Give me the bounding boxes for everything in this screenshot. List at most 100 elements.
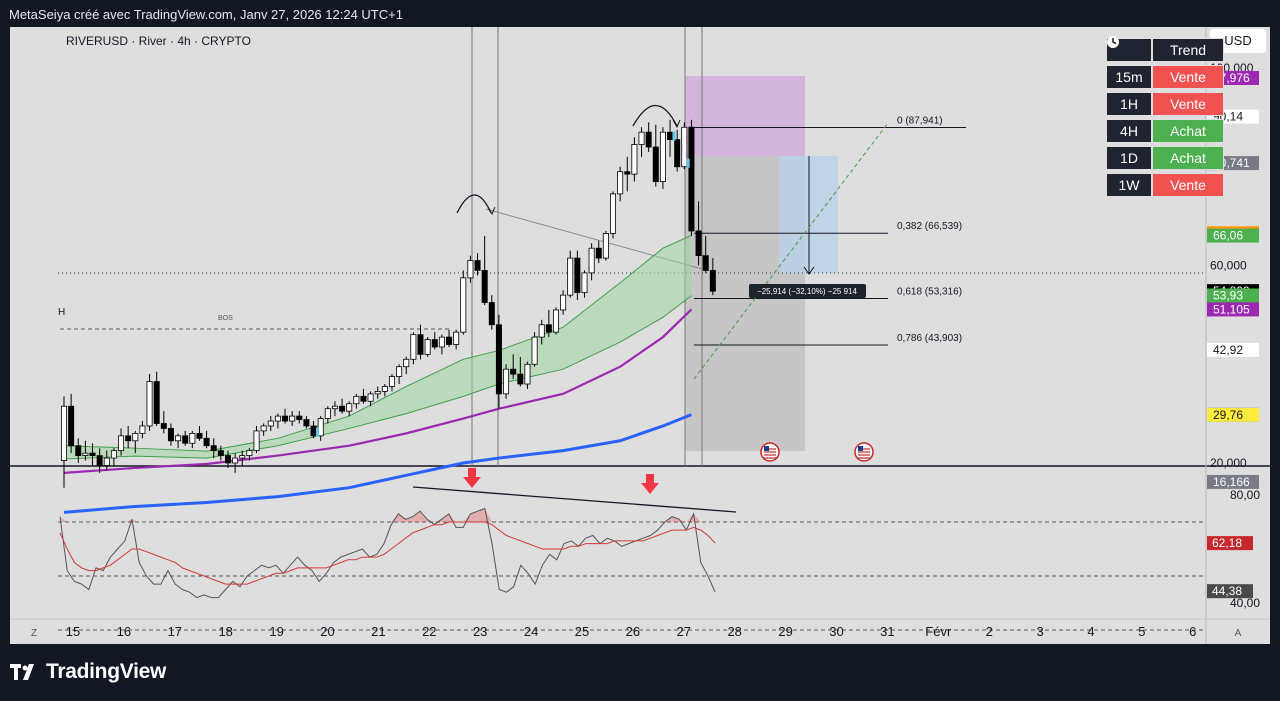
candle: [674, 129, 681, 172]
chart-svg[interactable]: BOS 0 (87,941) 0,382 (66,539) 0,618 (53,316…: [10, 27, 1270, 644]
candle-body: [296, 415, 303, 420]
candle: [567, 250, 574, 298]
candle: [702, 235, 709, 273]
auto-scale-button[interactable]: A: [1235, 628, 1242, 639]
candle: [146, 374, 153, 431]
trend-signal: Achat: [1152, 119, 1224, 143]
candle-body: [282, 415, 289, 422]
candle: [474, 253, 481, 276]
candle: [303, 416, 310, 429]
signal-marker: [315, 427, 319, 437]
time-axis-tick: 19: [269, 624, 283, 639]
candle: [617, 166, 624, 202]
candle: [346, 401, 353, 417]
fib-level-label: 0,618 (53,316): [897, 287, 962, 298]
candle: [588, 243, 595, 281]
candle: [403, 356, 410, 375]
chart-panel[interactable]: BOS 0 (87,941) 0,382 (66,539) 0,618 (53,316…: [10, 27, 1270, 644]
fib-level-label: 0,382 (66,539): [897, 221, 962, 232]
candle: [681, 122, 688, 170]
timezone-button[interactable]: Z: [31, 628, 37, 639]
rsi-badge: [1207, 584, 1253, 599]
candle: [153, 371, 160, 426]
candle-body: [239, 455, 246, 459]
trend-timeframe: 1H: [1106, 92, 1152, 116]
candle-body: [610, 193, 617, 234]
candle-body: [446, 336, 453, 345]
candle: [289, 411, 296, 426]
candle: [374, 386, 381, 399]
moving-average-blue: [63, 413, 692, 514]
candle: [103, 450, 110, 471]
candle-body: [538, 324, 545, 338]
price-badge-label: 42,92: [1213, 343, 1243, 357]
arc-annotation: [632, 105, 678, 127]
rsi-line: [59, 507, 716, 599]
candle-body: [68, 405, 75, 447]
candle-body: [388, 376, 395, 387]
candle-body: [303, 419, 310, 427]
candle-body: [702, 255, 709, 271]
candle: [709, 258, 716, 296]
candle: [175, 433, 182, 449]
candle: [424, 337, 431, 357]
candle-body: [196, 432, 203, 439]
candle: [552, 307, 559, 335]
candle-body: [595, 247, 602, 259]
candle-body: [182, 435, 189, 444]
signal-marker: [686, 158, 690, 168]
candle: [574, 250, 581, 301]
candle: [310, 421, 317, 439]
candle: [545, 309, 552, 338]
price-badge: [1207, 302, 1259, 317]
candle-body: [110, 450, 117, 459]
candle: [388, 374, 395, 392]
candle-body: [310, 425, 317, 437]
candle-body: [531, 336, 538, 365]
candle-body: [560, 294, 567, 311]
candle-body: [367, 393, 374, 402]
candle-body: [474, 260, 481, 271]
pane-marker: H: [58, 307, 65, 318]
rsi-badge-label: 62,18: [1212, 536, 1242, 550]
price-badge-label: 29,76: [1213, 408, 1243, 422]
candle-body: [125, 435, 132, 442]
time-axis-tick: 17: [168, 624, 182, 639]
candle: [631, 137, 638, 182]
candle-body: [132, 432, 139, 442]
arc-arrow: [487, 206, 496, 216]
candle: [453, 329, 460, 350]
trend-row: 4H Achat: [1106, 119, 1224, 143]
candle-body: [624, 171, 631, 175]
candle-body: [688, 126, 695, 232]
candle: [688, 119, 695, 236]
candle-body: [353, 395, 360, 405]
candle-body: [317, 418, 324, 437]
candle: [381, 384, 388, 397]
candle: [624, 156, 631, 192]
candle-body: [545, 324, 552, 333]
trend-row: 1D Achat: [1106, 146, 1224, 170]
candle: [410, 332, 417, 365]
candle-body: [552, 309, 559, 333]
time-axis-tick: 27: [677, 624, 691, 639]
candle: [68, 393, 75, 454]
time-axis-tick: 26: [626, 624, 640, 639]
candle: [203, 430, 210, 449]
time-axis-tick: 5: [1138, 624, 1145, 639]
candle-body: [659, 131, 666, 182]
candle-body: [631, 144, 638, 175]
brand-name: TradingView: [46, 660, 167, 683]
candle: [488, 295, 495, 330]
candle: [224, 450, 231, 468]
candle-body: [175, 435, 182, 442]
candle-body: [203, 437, 210, 447]
candle-body: [517, 373, 524, 385]
chart-caption: MetaSeiya créé avec TradingView.com, Jan…: [9, 7, 403, 22]
time-axis-tick: 20: [320, 624, 334, 639]
tradingview-logo[interactable]: TradingView: [10, 658, 166, 686]
candle-body: [495, 324, 502, 395]
currency-button[interactable]: USD: [1210, 29, 1266, 53]
trend-table: Trend 15m Vente 1H Vente 4H Achat 1D Ach…: [1106, 35, 1224, 200]
candle: [667, 119, 674, 157]
